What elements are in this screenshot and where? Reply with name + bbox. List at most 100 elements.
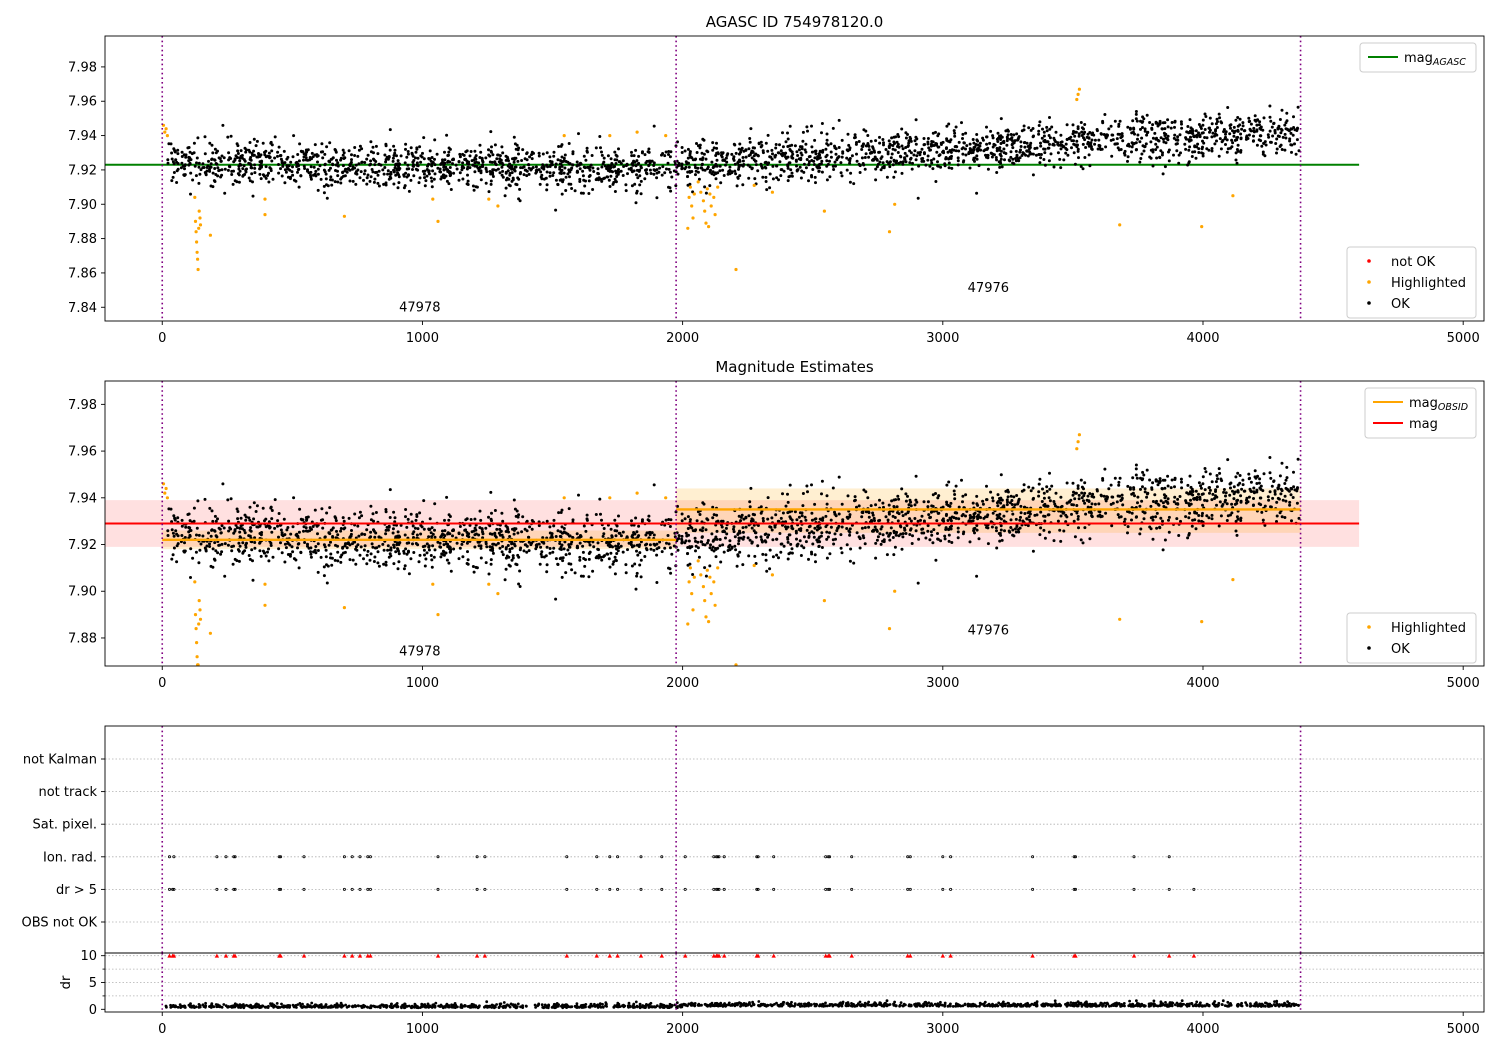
ok-point	[1031, 135, 1035, 139]
ok-point	[1160, 153, 1164, 157]
ok-point	[876, 162, 880, 166]
ok-point	[736, 161, 740, 165]
ok-point	[403, 564, 407, 568]
ok-point	[213, 541, 217, 545]
ok-point	[489, 149, 493, 153]
ok-point	[1110, 524, 1114, 528]
ok-point	[635, 549, 638, 553]
ok-point	[998, 135, 1002, 139]
ok-point	[1159, 499, 1163, 503]
ok-point	[1208, 488, 1212, 492]
ok-point	[954, 516, 958, 520]
ok-point	[985, 498, 989, 502]
ok-point	[448, 547, 451, 551]
ok-point	[634, 201, 638, 205]
ok-point	[1091, 492, 1095, 496]
ok-point	[879, 157, 883, 160]
ok-point	[464, 150, 468, 154]
ok-point	[376, 181, 380, 185]
ok-point	[595, 555, 599, 559]
ok-point	[800, 147, 804, 151]
ok-point	[218, 157, 222, 161]
ok-point	[439, 170, 443, 174]
ok-point	[805, 528, 809, 532]
ok-point	[638, 183, 642, 187]
ok-point	[1045, 485, 1049, 489]
ok-point	[577, 163, 581, 167]
ok-point	[1190, 487, 1194, 491]
ok-point	[391, 531, 395, 535]
ok-point	[500, 145, 504, 149]
ok-point	[961, 146, 965, 150]
ok-point	[704, 191, 708, 195]
ok-point	[566, 548, 570, 552]
ok-point	[1173, 125, 1176, 129]
ok-point	[999, 138, 1003, 141]
ok-point	[231, 182, 235, 186]
ok-point	[302, 158, 305, 162]
ok-point	[1029, 489, 1033, 493]
ok-point	[896, 494, 900, 498]
ok-point	[741, 159, 745, 163]
ok-point	[617, 531, 621, 535]
ok-point	[677, 164, 681, 167]
ok-point	[820, 170, 824, 174]
ok-point	[220, 168, 224, 172]
ok-point	[773, 155, 777, 159]
ok-point	[371, 145, 375, 149]
ok-point	[591, 166, 595, 170]
ok-point	[698, 157, 702, 161]
ok-point	[221, 482, 225, 486]
ok-point	[763, 165, 767, 169]
ok-point	[268, 156, 272, 160]
ok-point	[1088, 537, 1092, 541]
ok-point	[220, 542, 224, 546]
ok-point	[292, 134, 296, 138]
ok-point	[208, 141, 212, 145]
ok-point	[1131, 491, 1135, 495]
ok-point	[1201, 123, 1205, 127]
ok-point	[1238, 481, 1242, 485]
ok-point	[1276, 127, 1280, 131]
ok-point	[1072, 151, 1076, 155]
ok-point	[545, 563, 549, 567]
ok-point	[264, 517, 268, 521]
ok-point	[726, 549, 730, 552]
ok-point	[908, 161, 912, 165]
ok-point	[1027, 515, 1031, 519]
ok-point	[1107, 127, 1111, 131]
ok-point	[985, 125, 988, 129]
ok-point	[469, 150, 473, 153]
ok-point	[467, 535, 471, 539]
ok-point	[432, 555, 436, 559]
ok-point	[1151, 481, 1155, 485]
ok-point	[837, 475, 841, 479]
ok-point	[330, 556, 334, 560]
ok-point	[761, 552, 765, 556]
ok-point	[931, 167, 935, 171]
highlighted-point	[1118, 223, 1122, 227]
ok-point	[1134, 463, 1138, 467]
ok-point	[698, 528, 702, 532]
ok-point	[714, 177, 718, 181]
ok-point	[687, 161, 690, 165]
ok-point	[788, 483, 792, 487]
ok-point	[1037, 132, 1041, 136]
ok-point	[905, 154, 909, 158]
ok-point	[677, 537, 681, 540]
ok-point	[439, 555, 443, 559]
ok-point	[787, 533, 791, 537]
ok-point	[698, 146, 702, 150]
ok-point	[1062, 158, 1066, 162]
ok-point	[783, 152, 787, 156]
ok-point	[848, 515, 852, 519]
ok-point	[310, 151, 314, 155]
ok-point	[644, 168, 647, 172]
ok-point	[388, 175, 392, 179]
ok-point	[1167, 530, 1171, 534]
ok-point	[790, 551, 794, 555]
ok-point	[314, 551, 318, 555]
ok-point	[614, 153, 618, 157]
ok-point	[510, 166, 514, 170]
ok-point	[820, 479, 824, 483]
